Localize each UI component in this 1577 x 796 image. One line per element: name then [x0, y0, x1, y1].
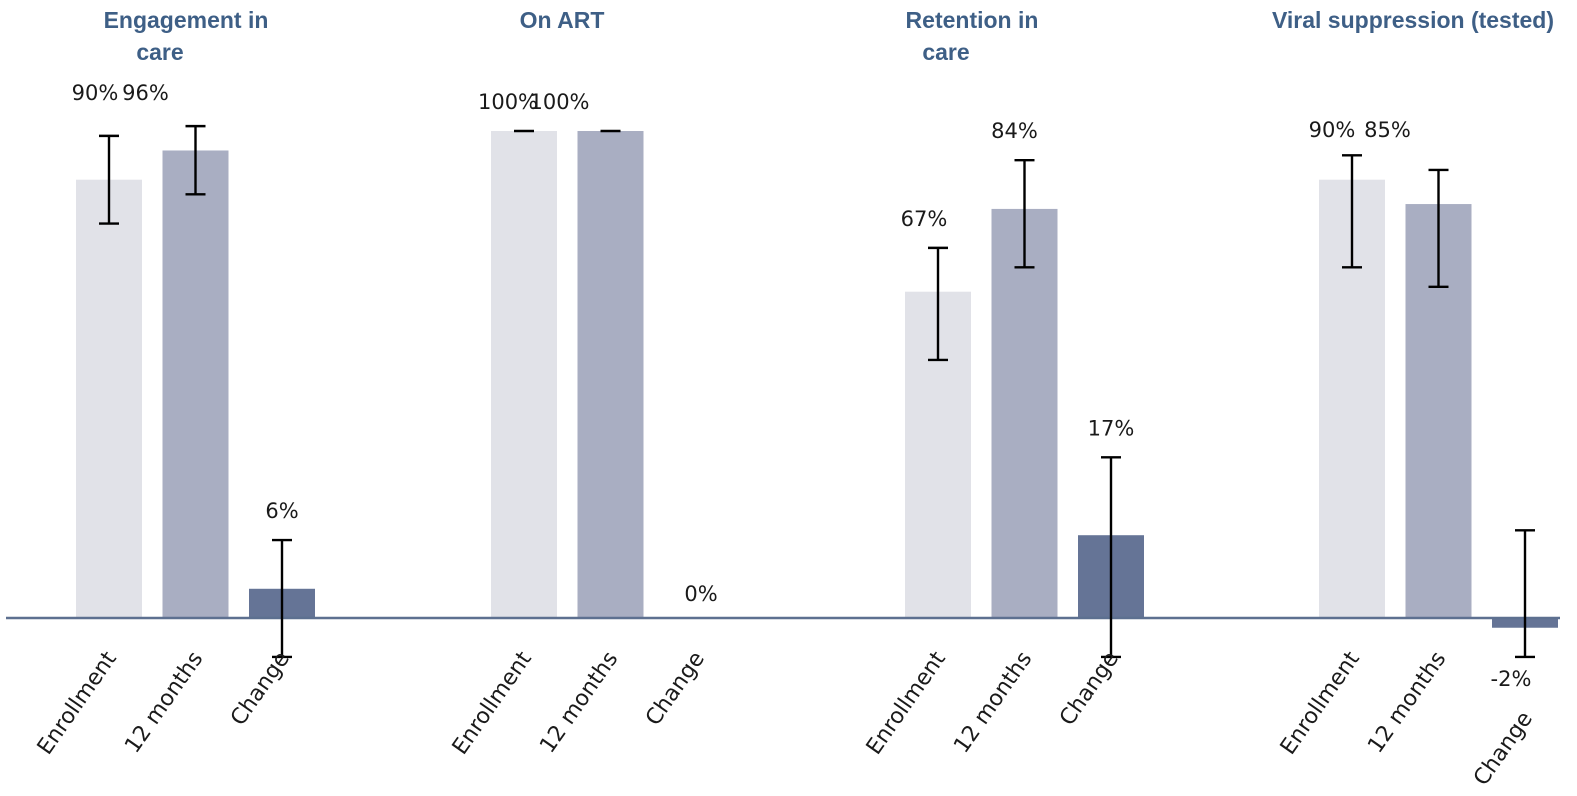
tick-label: Change	[1469, 707, 1538, 790]
bar	[577, 131, 644, 618]
panel-title-line: On ART	[520, 7, 605, 33]
value-label: 6%	[265, 499, 298, 523]
value-label: 84%	[991, 119, 1038, 143]
value-label: 96%	[122, 81, 169, 105]
tick-label: Change	[226, 647, 295, 730]
tick-label: Enrollment	[33, 647, 122, 760]
tick-label: Change	[1055, 647, 1124, 730]
value-label: 100%	[529, 90, 589, 114]
value-label: 17%	[1088, 416, 1135, 440]
value-label: 90%	[1309, 118, 1356, 142]
value-label: 0%	[684, 582, 717, 606]
value-labels: 90% 96%6%100%100%0%67%84%17%90% 85%-2%	[72, 81, 1532, 691]
panel-title-line: Retention in	[906, 7, 1039, 33]
panel-title-line: care	[922, 39, 969, 65]
tick-label: 12 months	[1363, 647, 1451, 758]
panel-title-line: Engagement in	[104, 7, 269, 33]
value-label: 85%	[1364, 118, 1411, 142]
tick-label: 12 months	[949, 647, 1037, 758]
error-bars	[99, 124, 1535, 659]
bar	[991, 208, 1058, 619]
panel-title-line: care	[136, 39, 183, 65]
value-label: 100%	[478, 90, 538, 114]
bar	[491, 131, 557, 618]
value-label: -2%	[1491, 667, 1532, 691]
panel-titles: Engagement in care On ART Retention in care V…	[104, 7, 1554, 65]
bar	[162, 150, 229, 619]
bar	[76, 179, 142, 618]
bars	[76, 131, 1558, 628]
tick-label: Change	[641, 647, 710, 730]
tick-label: 12 months	[120, 647, 208, 758]
tick-label: Enrollment	[862, 647, 951, 760]
tick-label: 12 months	[535, 647, 623, 758]
value-label: 90%	[72, 81, 119, 105]
tick-label: Enrollment	[448, 647, 537, 760]
value-label: 67%	[901, 207, 948, 231]
tick-label: Enrollment	[1276, 647, 1365, 760]
panel-title-line: Viral suppression (tested)	[1272, 7, 1554, 33]
